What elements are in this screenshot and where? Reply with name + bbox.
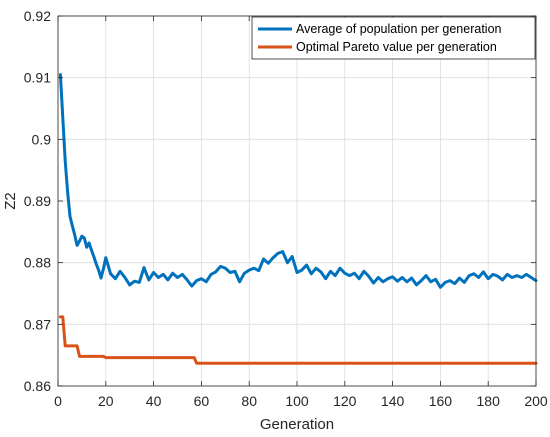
x-tick-label: 80 (241, 393, 257, 409)
series-layer (58, 73, 538, 365)
average-population-line (58, 73, 538, 289)
y-tick-label: 0.86 (24, 378, 51, 394)
y-tick-label: 0.87 (24, 316, 51, 332)
x-tick-label: 60 (194, 393, 210, 409)
y-tick-label: 0.89 (24, 193, 51, 209)
x-tick-label: 100 (285, 393, 309, 409)
x-tick-label: 0 (54, 393, 62, 409)
x-tick-label: 160 (429, 393, 453, 409)
x-tick-label: 20 (98, 393, 114, 409)
y-tick-label: 0.91 (24, 70, 51, 86)
x-tick-label: 200 (524, 393, 548, 409)
legend-entry-optimal-pareto: Optimal Pareto value per generation (296, 40, 497, 54)
y-tick-labels: 0.86 0.87 0.88 0.89 0.9 0.91 0.92 (24, 8, 51, 394)
optimal-pareto-line (58, 315, 538, 365)
legend-entry-average: Average of population per generation (296, 22, 502, 36)
x-tick-label: 120 (333, 393, 357, 409)
x-tick-labels: 0 20 40 60 80 100 120 140 160 180 200 (54, 393, 548, 409)
x-tick-label: 180 (477, 393, 501, 409)
y-axis-label: Z2 (2, 192, 19, 210)
y-tick-label: 0.9 (32, 131, 52, 147)
x-axis-label: Generation (260, 416, 334, 433)
legend-box (251, 16, 536, 60)
y-tick-label: 0.92 (24, 8, 51, 24)
y-tick-label: 0.88 (24, 255, 51, 271)
x-tick-label: 140 (381, 393, 405, 409)
legend: Average of population per generation Opt… (251, 16, 536, 60)
x-tick-label: 40 (146, 393, 162, 409)
